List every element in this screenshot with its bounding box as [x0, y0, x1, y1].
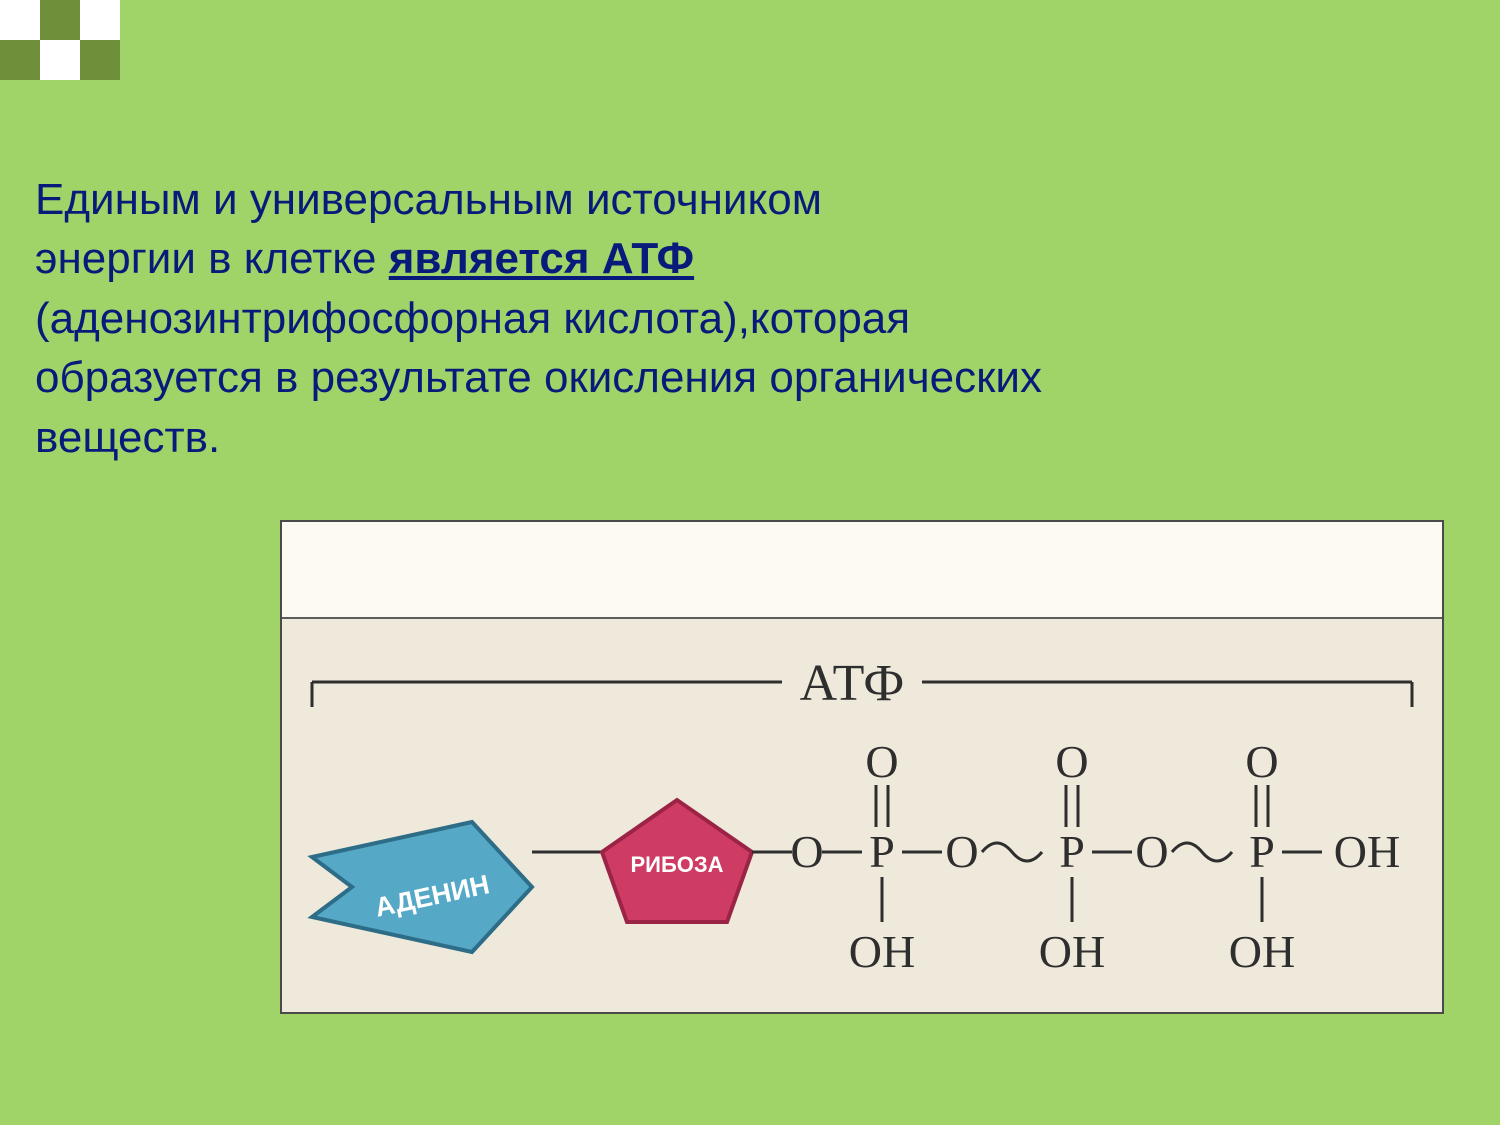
atp-bracket: АТФ: [312, 655, 1412, 712]
ribose-label: РИБОЗА: [630, 852, 723, 877]
slide-root: Единым и универсальным источником энерги…: [0, 0, 1500, 1125]
chain-p2: P: [1059, 826, 1085, 877]
atp-diagram-panel: АТФ АДЕНИН РИБОЗА O P: [280, 520, 1444, 1014]
atp-diagram-svg: АТФ АДЕНИН РИБОЗА O P: [282, 522, 1442, 1012]
corner-square: [0, 0, 40, 40]
corner-decoration: [0, 0, 200, 120]
text-line-4: образуется в результате окисления органи…: [35, 353, 1042, 402]
chain-p3: P: [1249, 826, 1275, 877]
chain-o1: O: [790, 826, 823, 877]
chain-oh3: OH: [1229, 926, 1295, 977]
text-line-2a: энергии в клетке: [35, 234, 389, 283]
chain-oh-end: OH: [1334, 826, 1400, 877]
main-text-block: Единым и универсальным источником энерги…: [35, 170, 1415, 467]
corner-square: [80, 0, 120, 40]
chain-p1: P: [869, 826, 895, 877]
corner-square: [40, 40, 80, 80]
text-line-2b: является АТФ: [389, 234, 694, 283]
text-line-3: (аденозинтрифосфорная кислота),которая: [35, 294, 910, 343]
corner-square: [0, 40, 40, 80]
chain-o1-top: O: [865, 736, 898, 787]
chain-o3-top: O: [1245, 736, 1278, 787]
phosphate-chain: O P O OH O P O OH: [752, 736, 1400, 977]
ribose-shape: РИБОЗА: [602, 800, 752, 922]
chain-oh2: OH: [1039, 926, 1105, 977]
text-line-1: Единым и универсальным источником: [35, 175, 822, 224]
chain-o2-top: O: [1055, 736, 1088, 787]
atp-label: АТФ: [800, 655, 905, 712]
corner-square: [40, 0, 80, 40]
text-line-5: веществ.: [35, 413, 220, 462]
chain-oh1: OH: [849, 926, 915, 977]
corner-square: [80, 40, 120, 80]
adenine-shape: АДЕНИН: [312, 822, 532, 952]
chain-o3: O: [1135, 826, 1168, 877]
chain-o2: O: [945, 826, 978, 877]
